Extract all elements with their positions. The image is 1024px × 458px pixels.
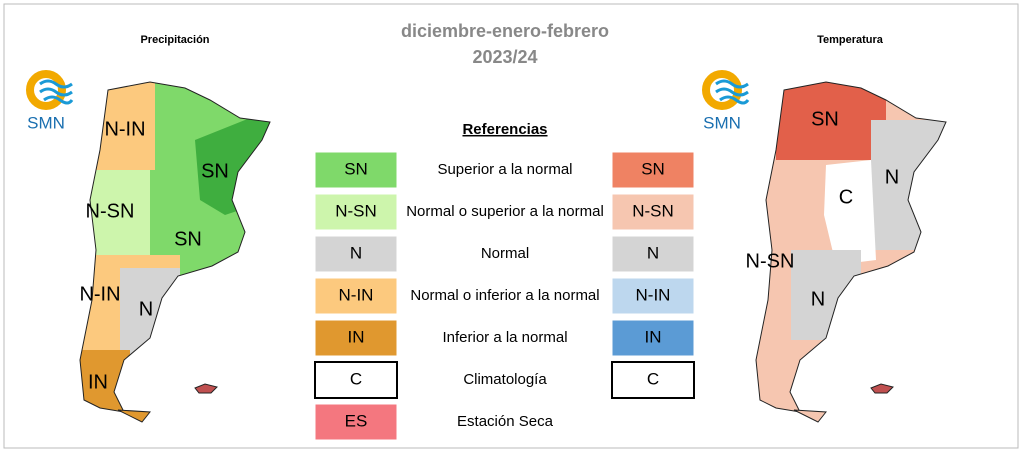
map-labels: N-IN SN N-SN SN N-IN N IN SN C N N-SN N (79, 108, 899, 393)
legend-swatch (611, 235, 695, 273)
legend-title: Referencias (462, 121, 547, 138)
map-label: N-IN (104, 118, 145, 140)
map-label: SN (174, 228, 202, 250)
legend-swatch (314, 151, 398, 189)
map-label: N-SN (746, 250, 795, 272)
logo-waves (715, 79, 750, 105)
legend-code: SN (344, 159, 368, 178)
legend-description: Inferior a la normal (442, 329, 567, 346)
logo-sun (702, 70, 742, 110)
legend-swatch (314, 403, 398, 441)
legend-swatch (611, 361, 695, 399)
legend-code: N (350, 243, 362, 262)
logo-waves (39, 79, 74, 105)
legend-code: C (647, 369, 659, 388)
legend-description: Normal o superior a la normal (406, 203, 604, 220)
map-label: N (885, 166, 899, 188)
legend-code: N-IN (339, 285, 374, 304)
map-label: C (839, 186, 853, 208)
map-label: N-IN (79, 283, 120, 305)
legend-description: Climatología (463, 371, 547, 388)
legend-code: N-SN (632, 201, 674, 220)
legend-code: N-IN (636, 285, 671, 304)
legend-swatch (611, 277, 695, 315)
country-outline (755, 81, 947, 413)
legend: SN Superior a la normal SN N-SN Normal o sup… (314, 151, 695, 441)
country-outline (79, 81, 271, 413)
islands (194, 383, 218, 394)
legend-description: Normal o inferior a la normal (410, 287, 599, 304)
legend-swatch (314, 319, 398, 357)
map-title: Temperatura (817, 34, 884, 46)
legend-code: N-SN (335, 201, 377, 220)
map-label: N-SN (86, 200, 135, 222)
legend-code: C (350, 369, 362, 388)
legend-swatch (611, 151, 695, 189)
legend-code: IN (348, 327, 365, 346)
map-title: Precipitación (140, 34, 209, 46)
legend-code: IN (645, 327, 662, 346)
map-label: SN (201, 160, 229, 182)
legend-swatch (611, 193, 695, 231)
legend-swatch (611, 319, 695, 357)
legend-code: ES (345, 411, 368, 430)
map-label: IN (88, 371, 108, 393)
map-label: N (139, 298, 153, 320)
islands (870, 383, 894, 394)
logo-text: SMN (27, 113, 65, 132)
legend-code: SN (641, 159, 665, 178)
logo-text: SMN (703, 113, 741, 132)
legend-description: Superior a la normal (437, 161, 572, 178)
subtitle: 2023/24 (472, 47, 537, 67)
legend-swatch (314, 361, 398, 399)
legend-swatch (314, 235, 398, 273)
legend-description: Normal (481, 245, 529, 262)
map-label: N (811, 288, 825, 310)
legend-swatch (314, 277, 398, 315)
title: diciembre-enero-febrero (401, 21, 609, 41)
map-label: SN (811, 108, 839, 130)
legend-code: N (647, 243, 659, 262)
island (793, 409, 827, 423)
logo-sun (26, 70, 66, 110)
legend-swatch (314, 193, 398, 231)
island (117, 409, 151, 423)
legend-description: Estación Seca (457, 413, 554, 430)
